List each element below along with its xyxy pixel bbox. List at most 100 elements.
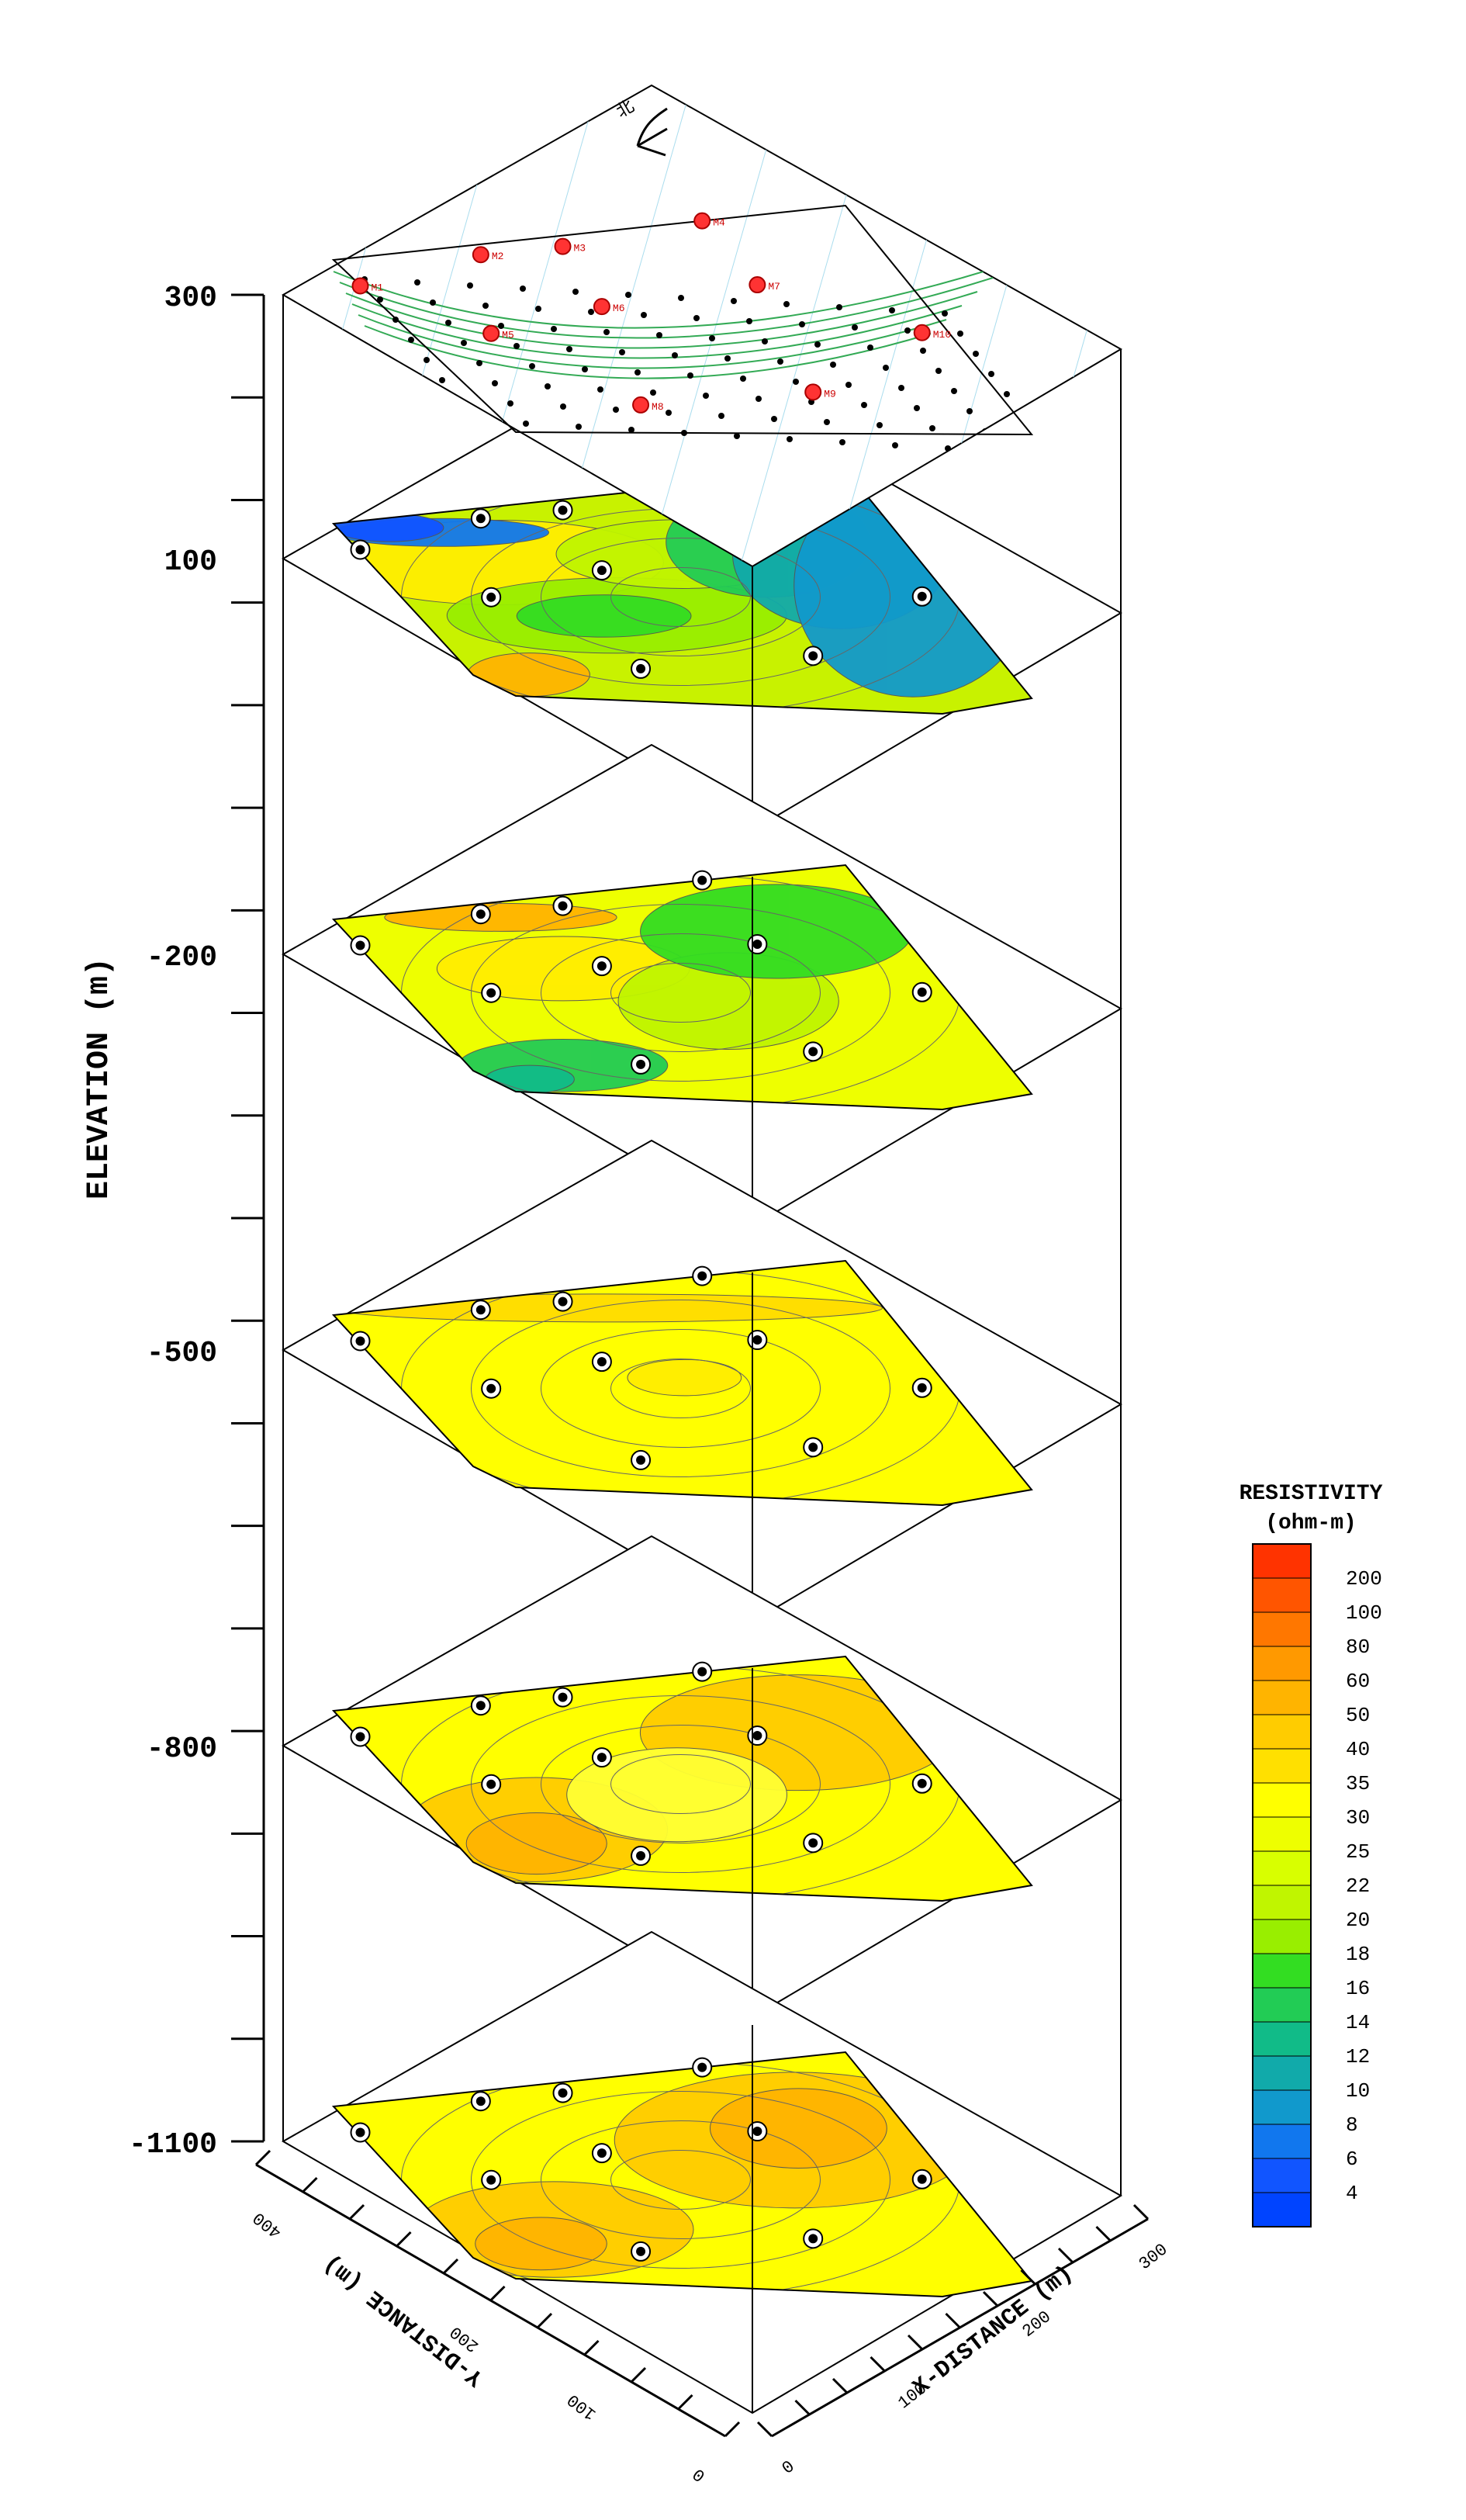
x-axis-tick [1095, 2225, 1112, 2242]
station-dot [355, 1336, 365, 1346]
contour-line [610, 2150, 751, 2210]
y-axis-tick-label: 0 [690, 2463, 710, 2485]
y-axis-tick [302, 2176, 318, 2193]
contour-region [484, 1064, 575, 1094]
y-axis-tick [536, 2312, 553, 2329]
legend-title-line1: RESISTIVITY [1240, 1482, 1383, 1506]
map-borehole-dot [836, 304, 842, 310]
legend-level-label: 20 [1346, 1909, 1370, 1932]
map-borehole-dot [507, 400, 513, 407]
map-station-marker [804, 383, 822, 401]
map-borehole-dot [408, 337, 414, 343]
legend-swatch [1252, 1782, 1312, 1818]
legend-swatch [1252, 1987, 1312, 2023]
legend-level-label: 4 [1346, 2182, 1358, 2205]
station-dot [917, 591, 927, 601]
map-borehole-dot [613, 407, 619, 413]
map-borehole-dot [603, 329, 610, 335]
map-borehole-dot [628, 427, 634, 433]
map-borehole-dot [755, 396, 762, 402]
station-dot [558, 1296, 568, 1307]
map-borehole-dot [377, 296, 383, 303]
legend-swatch [1252, 1885, 1312, 1920]
map-borehole-dot [656, 332, 662, 338]
station-dot [808, 2234, 818, 2244]
map-borehole-dot [824, 419, 830, 425]
map-borehole-dot [430, 299, 436, 306]
map-station-marker [482, 324, 500, 342]
x-axis-tick [945, 2312, 961, 2329]
legend-border [1252, 1543, 1312, 2228]
station-dot [596, 1357, 607, 1367]
map-borehole-dot [746, 318, 752, 324]
x-axis-tick [1057, 2247, 1074, 2264]
legend-level-label: 10 [1346, 2079, 1370, 2103]
map-station-marker [554, 237, 572, 255]
map-borehole-dot [498, 323, 504, 329]
map-borehole-dot [920, 348, 926, 354]
map-borehole-dot [619, 349, 625, 355]
map-station-label: M4 [713, 217, 725, 229]
map-borehole-dot [724, 355, 731, 362]
station-dot [636, 2246, 646, 2256]
map-grid-line [283, 85, 327, 566]
legend-level-label: 14 [1346, 2011, 1370, 2034]
station-dot [917, 987, 927, 997]
y-axis-tick [724, 2421, 741, 2438]
map-station-marker [693, 212, 711, 230]
x-axis-tick [756, 2421, 773, 2438]
legend-swatch [1252, 1680, 1312, 1715]
map-station-label: M5 [502, 330, 514, 341]
contour-line [541, 933, 821, 1052]
north-arrow-icon [636, 107, 668, 157]
map-station-label: M2 [492, 251, 504, 262]
x-axis-tick [1020, 2269, 1036, 2286]
y-axis-tick-label: 100 [564, 2390, 600, 2424]
map-station-label: M7 [768, 281, 780, 292]
x-axis-tick [870, 2356, 886, 2373]
map-borehole-dot [513, 343, 520, 349]
top-site-map: M1 M2 M3 M4 M5 M6 M7 M8 M9 M10 [281, 84, 1123, 568]
station-dot [558, 2088, 568, 2098]
x-axis-tick [1132, 2203, 1150, 2221]
map-borehole-dot [830, 362, 836, 368]
legend-level-label: 100 [1346, 1601, 1382, 1625]
legend-swatch [1252, 2158, 1312, 2193]
station-dot [558, 901, 568, 911]
legend-swatch [1252, 1577, 1312, 1613]
map-station-label: M6 [613, 303, 625, 314]
legend-level-label: 16 [1346, 1977, 1370, 2000]
map-borehole-dot [914, 405, 920, 411]
map-station-marker [749, 276, 766, 294]
legend-title-line2: (ohm-m) [1265, 1511, 1357, 1535]
station-dot [596, 566, 607, 576]
contour-region [640, 884, 913, 979]
x-axis-tick [982, 2290, 999, 2307]
map-station-marker [472, 246, 489, 264]
map-borehole-dot [814, 341, 821, 348]
map-borehole-dot [861, 402, 867, 408]
map-borehole-dot [582, 366, 588, 372]
map-borehole-dot [529, 363, 535, 369]
station-dot [596, 2148, 607, 2158]
map-road-line [345, 291, 978, 349]
contour-region [516, 594, 692, 638]
elevation-tick-label: -200 [147, 941, 217, 974]
legend-level-label: 12 [1346, 2045, 1370, 2068]
map-road-line [339, 277, 994, 339]
legend-level-label: 50 [1346, 1704, 1370, 1727]
map-road-line [358, 314, 947, 369]
contour-region [466, 652, 590, 698]
map-borehole-dot [1004, 391, 1010, 397]
map-station-marker [632, 396, 650, 414]
map-borehole-dot [973, 351, 979, 357]
map-borehole-dot [523, 421, 529, 427]
map-borehole-dot [799, 321, 805, 327]
map-borehole-dot [957, 331, 963, 337]
station-dot [486, 2175, 496, 2185]
map-road-line [364, 325, 932, 379]
map-borehole-dot [889, 307, 895, 313]
station-dot [355, 1732, 365, 1742]
station-dot [636, 1059, 646, 1069]
legend-level-label: 35 [1346, 1772, 1370, 1795]
